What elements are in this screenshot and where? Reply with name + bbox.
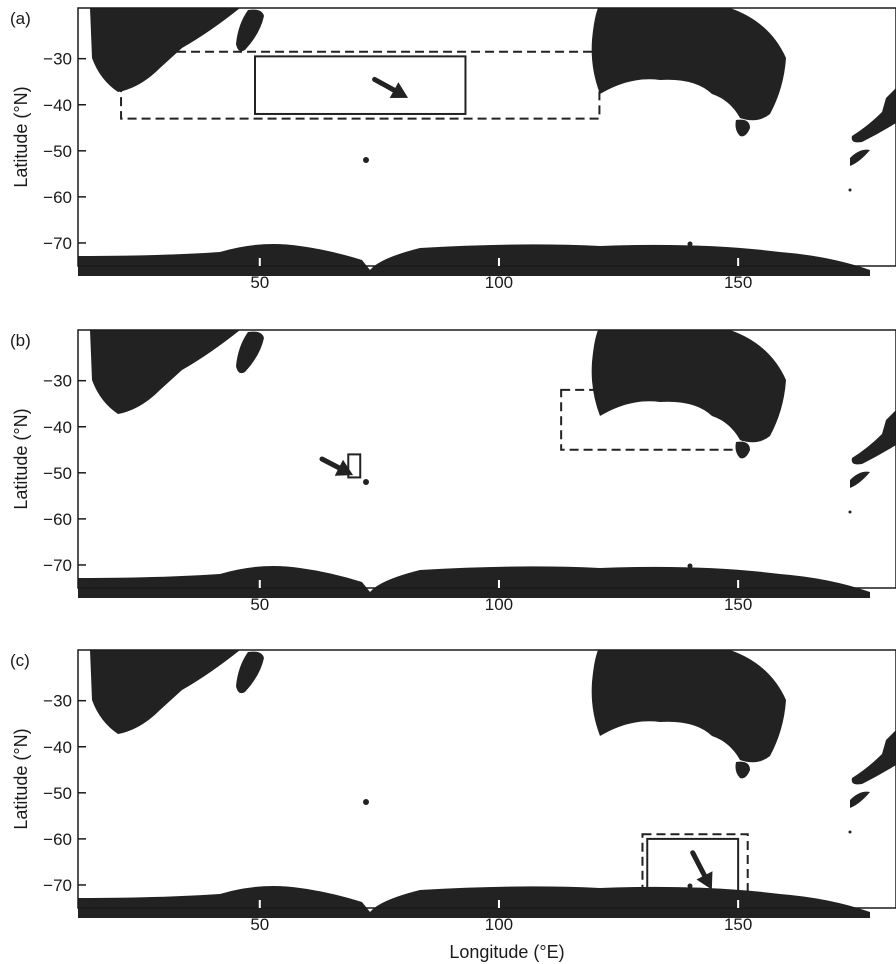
y-tick-label: −70 [43, 876, 72, 895]
y-tick-label: −70 [43, 556, 72, 575]
panel-label: (a) [10, 9, 31, 28]
x-axis-title: Longitude (°E) [449, 942, 564, 962]
y-tick-label: −50 [43, 464, 72, 483]
y-tick-label: −70 [43, 234, 72, 253]
x-tick-label: 100 [485, 915, 513, 934]
panel-label: (b) [10, 331, 31, 350]
y-tick-label: −60 [43, 830, 72, 849]
y-tick-label: −30 [43, 692, 72, 711]
y-tick-label: −40 [43, 738, 72, 757]
panel-label: (c) [10, 651, 30, 670]
x-tick-label: 100 [485, 273, 513, 292]
y-axis-title: Latitude (°N) [11, 728, 31, 829]
y-tick-label: −50 [43, 142, 72, 161]
y-tick-label: −40 [43, 418, 72, 437]
map-panel: 50 100 150 −30 −40 −50 −60 −70 Latitude (°N) (a) [10, 8, 896, 292]
y-tick-label: −30 [43, 50, 72, 69]
y-tick-label: −60 [43, 188, 72, 207]
y-tick-label: −30 [43, 372, 72, 391]
x-tick-label: 50 [250, 273, 269, 292]
x-tick-label: 50 [250, 595, 269, 614]
y-tick-label: −50 [43, 784, 72, 803]
x-tick-label: 150 [724, 915, 752, 934]
y-axis-title: Latitude (°N) [11, 408, 31, 509]
map-panel: 50 100 150 −30 −40 −50 −60 −70 Latitude (°N) (c) [10, 650, 896, 934]
y-tick-label: −40 [43, 96, 72, 115]
x-tick-label: 150 [724, 595, 752, 614]
x-tick-label: 100 [485, 595, 513, 614]
map-panel: 50 100 150 −30 −40 −50 −60 −70 Latitude (°N) (b) [10, 330, 896, 614]
x-tick-label: 50 [250, 915, 269, 934]
y-axis-title: Latitude (°N) [11, 86, 31, 187]
y-tick-label: −60 [43, 510, 72, 529]
x-tick-label: 150 [724, 273, 752, 292]
